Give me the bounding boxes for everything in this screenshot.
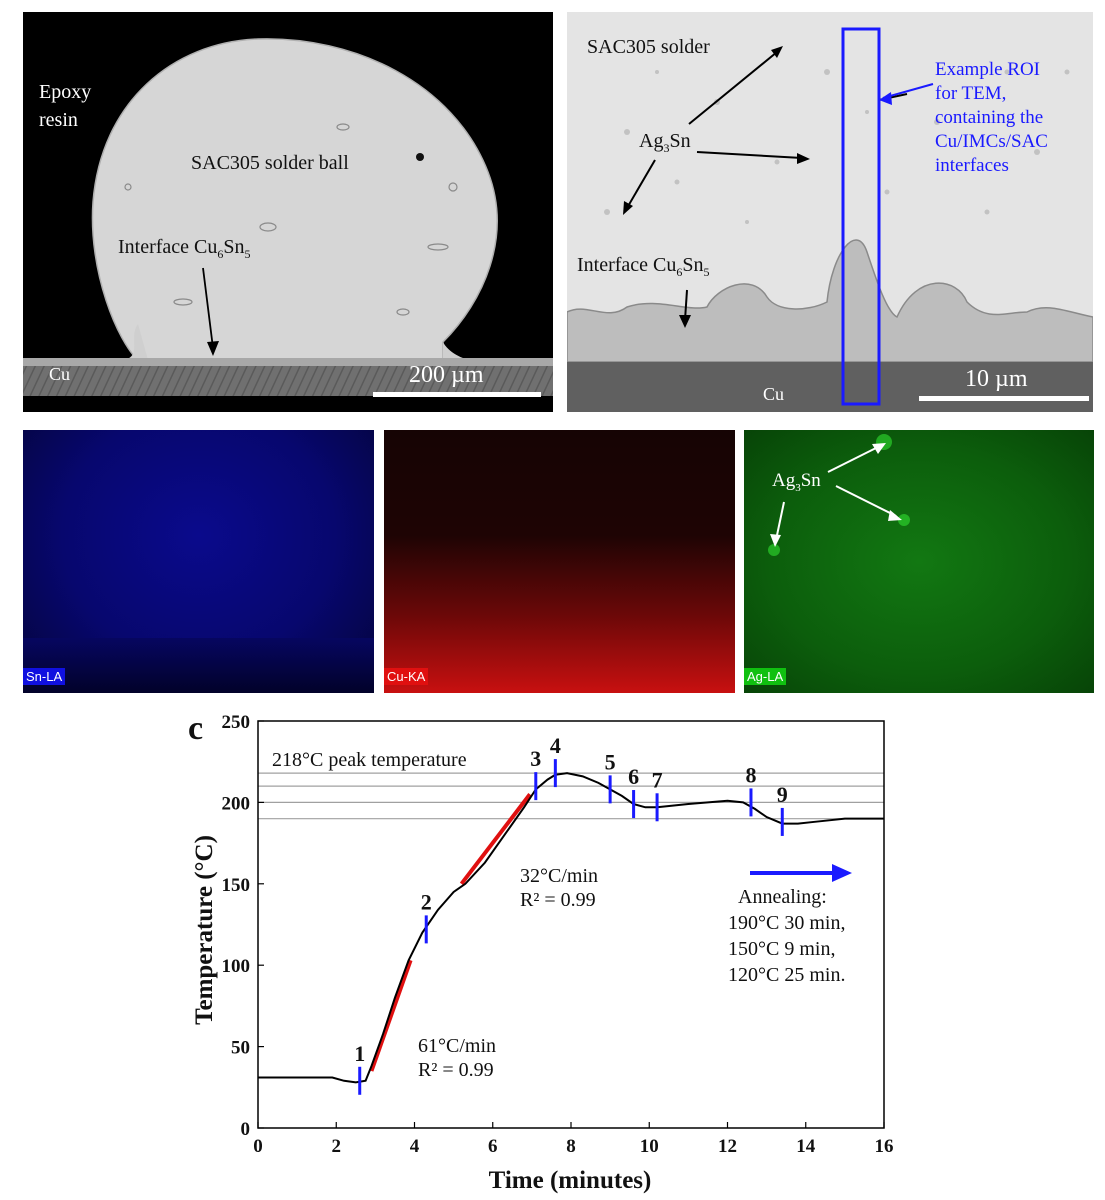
- scale-label: 200 µm: [409, 362, 484, 388]
- event-label-6: 6: [628, 764, 639, 789]
- fit-segment-1: [369, 959, 413, 1072]
- ag3sn-label: Ag3Sn: [639, 130, 691, 155]
- x-tick-label: 2: [332, 1136, 342, 1157]
- hline-label: 218°C peak temperature: [272, 749, 467, 771]
- scale-bar: [373, 392, 541, 397]
- event-label-3: 3: [530, 746, 541, 771]
- fit1-r2: R² = 0.99: [418, 1059, 494, 1081]
- x-tick-label: 12: [718, 1136, 737, 1157]
- solder-fillet-left: [123, 324, 148, 360]
- solder-ball: [91, 38, 498, 361]
- cu-label: Cu: [49, 364, 71, 384]
- eds-map-sn: Sn-LA: [23, 430, 374, 693]
- annealing-arrow: [750, 864, 852, 882]
- scale-label-right: 10 µm: [965, 366, 1028, 392]
- event-label-7: 7: [652, 767, 663, 792]
- annealing-line-4: 120°C 25 min.: [728, 964, 845, 986]
- eds-map-cu: Cu-KA: [384, 430, 735, 693]
- panel-label-c: c: [188, 710, 204, 747]
- y-tick-label: 200: [222, 793, 251, 814]
- x-tick-label: 10: [640, 1136, 659, 1157]
- roi-box: [841, 27, 881, 406]
- ag-arrows: [768, 434, 910, 556]
- sem-image-right: SAC305 solder Ag3Sn Interface Cu6Sn5 Exa…: [566, 12, 1094, 412]
- epoxy-label: Epoxy resin: [39, 81, 92, 131]
- solder-fillet-right: [443, 342, 473, 360]
- x-tick-label: 0: [253, 1136, 263, 1157]
- y-tick-label: 50: [231, 1038, 250, 1059]
- fit2-r2: R² = 0.99: [520, 889, 596, 911]
- event-label-9: 9: [777, 782, 788, 807]
- annealing-line-1: Annealing:: [738, 886, 827, 908]
- cu-label-right: Cu: [763, 384, 785, 404]
- eds-map-ag: Ag3Sn Ag-LA: [744, 430, 1094, 693]
- y-tick-label: 250: [222, 712, 251, 733]
- scale-bar-right: [919, 396, 1089, 401]
- fit-segment-2: [459, 793, 532, 886]
- cu-map-label: Cu-KA: [384, 668, 429, 685]
- temperature-curve: [258, 772, 884, 1084]
- x-tick-label: 4: [410, 1136, 420, 1157]
- interface-layer: [23, 358, 553, 366]
- y-tick-label: 100: [222, 956, 251, 977]
- x-tick-label: 16: [875, 1136, 894, 1157]
- ag-map-label: Ag-LA: [744, 668, 787, 685]
- sem-image-left: Epoxy resin SAC305 solder ball Interface…: [23, 12, 553, 412]
- event-label-1: 1: [354, 1041, 365, 1066]
- roi-annotation: Example ROI for TEM, containing the Cu/I…: [935, 59, 1048, 176]
- sn-map-label: Sn-LA: [23, 668, 66, 685]
- interface-label-right: Interface Cu6Sn5: [577, 254, 710, 279]
- event-label-8: 8: [745, 762, 756, 787]
- event-label-2: 2: [421, 889, 432, 914]
- solder-label: SAC305 solder: [587, 36, 710, 58]
- event-label-5: 5: [605, 749, 616, 774]
- cu-substrate: [23, 366, 553, 396]
- annealing-line-3: 150°C 9 min,: [728, 938, 835, 960]
- x-tick-label: 6: [488, 1136, 498, 1157]
- x-axis-label: Time (minutes): [489, 1167, 652, 1194]
- y-tick-label: 150: [222, 875, 251, 896]
- y-tick-label: 0: [241, 1119, 251, 1140]
- fit2-rate: 32°C/min: [520, 865, 598, 887]
- solder-ball-label: SAC305 solder ball: [191, 152, 349, 174]
- x-tick-label: 14: [796, 1136, 816, 1157]
- interface-label: Interface Cu6Sn5: [118, 236, 251, 261]
- fit1-rate: 61°C/min: [418, 1035, 496, 1057]
- x-tick-label: 8: [566, 1136, 576, 1157]
- annealing-line-2: 190°C 30 min,: [728, 912, 845, 934]
- y-axis-label: Temperature (°C): [191, 835, 218, 1025]
- imc-scallops: [566, 239, 1094, 363]
- ag3sn-map-label: Ag3Sn: [772, 470, 821, 494]
- sem-left-svg: [23, 12, 553, 412]
- event-label-4: 4: [550, 733, 561, 758]
- sem-right-svg: [566, 12, 1094, 412]
- cu-substrate-right: [567, 362, 1093, 412]
